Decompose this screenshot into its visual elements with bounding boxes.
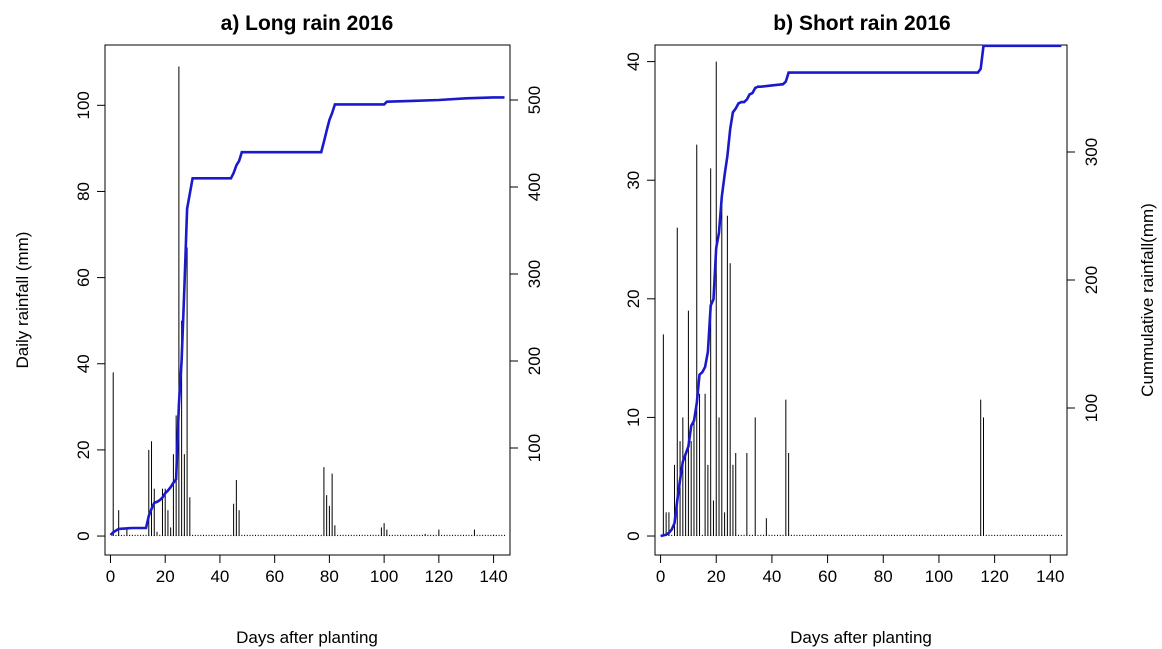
panel-a-y2-tick-label: 500 [525, 86, 544, 114]
panel-b-x-tick-label: 80 [874, 567, 893, 586]
panel-a-y-axis-label: Daily rainfall (mm) [13, 232, 32, 369]
panel-b-x-axis: 0 20 40 60 80 100 120 140 [656, 555, 1064, 586]
panel-b-y2-tick-label: 100 [1082, 394, 1101, 422]
panel-b-x-tick-label: 100 [925, 567, 953, 586]
panel-b-x-axis-label: Days after planting [790, 628, 932, 647]
panel-a-y-tick-label: 40 [74, 354, 93, 373]
panel-b: b) Short rain 2016 Cummulative rainfall(… [624, 12, 1157, 647]
panel-a-plot-frame [104, 44, 511, 556]
panel-a-cumulative-line [109, 96, 505, 536]
panel-b-y-tick-label: 10 [624, 408, 643, 427]
panel-a-x-tick-label: 40 [210, 567, 229, 586]
panel-b-x-tick-label: 40 [762, 567, 781, 586]
panel-a-x-tick-label: 140 [479, 567, 507, 586]
panel-b-y-tick-label: 30 [624, 171, 643, 190]
panel-a-bars [112, 66, 506, 537]
panel-b-x-tick-label: 120 [980, 567, 1008, 586]
panel-b-plot-frame [654, 44, 1068, 556]
panel-a-y-tick-label: 100 [74, 91, 93, 119]
panel-a-x-axis-label: Days after planting [236, 628, 378, 647]
panel-a-x-axis: 0 20 40 60 80 100 120 140 [106, 555, 508, 586]
panel-a-y2-axis: 100 200 300 400 500 [510, 86, 544, 462]
panel-a-y2-tick-label: 200 [525, 347, 544, 375]
panel-b-y2-tick-label: 300 [1082, 138, 1101, 166]
panel-a-y-tick-label: 0 [74, 531, 93, 540]
panel-a-x-tick-label: 80 [320, 567, 339, 586]
panel-b-x-tick-label: 140 [1036, 567, 1064, 586]
panel-a: a) Long rain 2016 Daily rainfall (mm) Da… [13, 12, 544, 647]
panel-b-cumulative-line [660, 44, 1062, 538]
panel-a-y-tick-label: 60 [74, 268, 93, 287]
panel-a-y-tick-label: 80 [74, 182, 93, 201]
panel-a-y2-tick-label: 400 [525, 173, 544, 201]
panel-b-title: b) Short rain 2016 [773, 12, 950, 35]
panel-b-cumulative [660, 44, 1062, 538]
panel-a-y2-tick-label: 100 [525, 434, 544, 462]
panel-a-cumulative [109, 96, 505, 536]
panel-a-y2-tick-label: 300 [525, 260, 544, 288]
panel-b-x-tick-label: 0 [656, 567, 665, 586]
panel-a-x-tick-label: 100 [370, 567, 398, 586]
panel-a-x-tick-label: 20 [156, 567, 175, 586]
panel-a-y-axis: 0 20 40 60 80 100 [74, 91, 105, 541]
panel-b-y-tick-label: 0 [624, 531, 643, 540]
panel-b-y-tick-label: 40 [624, 52, 643, 71]
panel-b-x-tick-label: 60 [818, 567, 837, 586]
panel-b-y2-tick-label: 200 [1082, 266, 1101, 294]
panel-a-title: a) Long rain 2016 [221, 12, 394, 35]
panel-b-y-tick-label: 20 [624, 289, 643, 308]
panel-a-x-tick-label: 120 [425, 567, 453, 586]
panel-a-x-tick-label: 60 [265, 567, 284, 586]
panel-a-x-tick-label: 0 [106, 567, 115, 586]
panel-b-y2-axis: 100 200 300 [1067, 138, 1101, 422]
panel-a-y-tick-label: 20 [74, 440, 93, 459]
panel-b-bars [662, 61, 1062, 537]
panel-b-y2-axis-label: Cummulative rainfall(mm) [1138, 203, 1157, 397]
panel-b-x-tick-label: 20 [707, 567, 726, 586]
panel-b-y-axis: 0 10 20 30 40 [624, 52, 655, 541]
